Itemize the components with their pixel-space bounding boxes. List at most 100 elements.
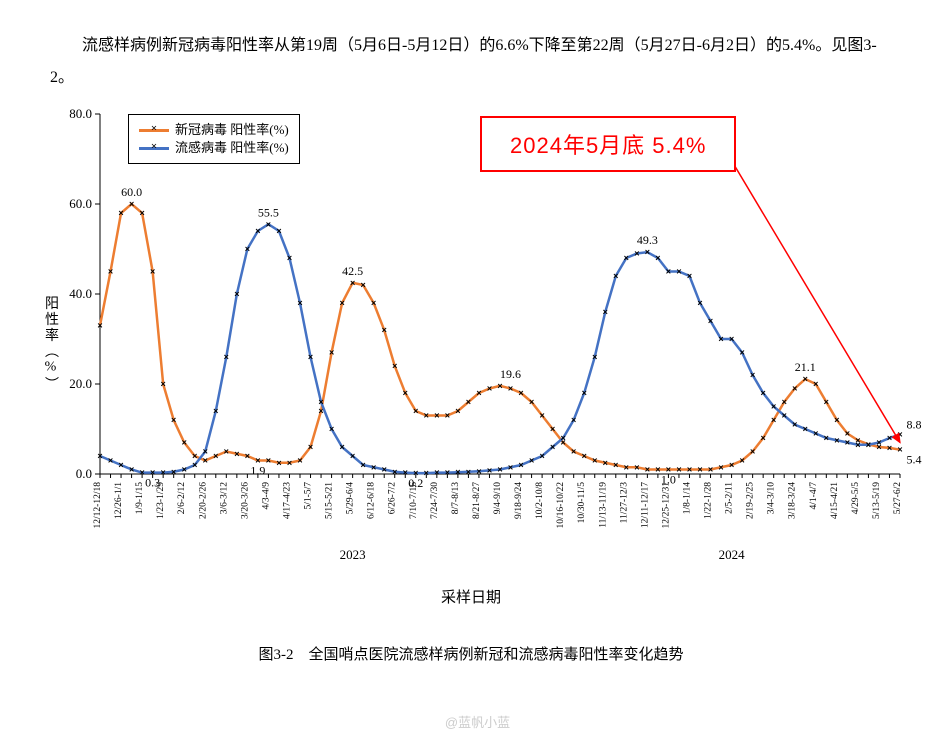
svg-text:×: ×: [161, 468, 166, 478]
svg-text:×: ×: [382, 465, 387, 475]
svg-text:×: ×: [350, 278, 355, 288]
figure-caption: 图3-2 全国哨点医院流感样病例新冠和流感病毒阳性率变化趋势: [0, 643, 942, 664]
svg-text:×: ×: [245, 244, 250, 254]
svg-text:×: ×: [476, 466, 481, 476]
svg-text:×: ×: [455, 406, 460, 416]
svg-text:×: ×: [782, 411, 787, 421]
annotation-callout: 2024年5月底 5.4%: [480, 116, 736, 172]
svg-text:2024: 2024: [719, 547, 746, 562]
svg-text:×: ×: [866, 440, 871, 450]
svg-text:2/5-2/11: 2/5-2/11: [725, 482, 735, 514]
svg-text:×: ×: [729, 460, 734, 470]
svg-text:1/8-1/14: 1/8-1/14: [682, 482, 692, 514]
svg-text:3/6-3/12: 3/6-3/12: [219, 482, 229, 514]
svg-text:×: ×: [624, 253, 629, 263]
svg-text:4/1-4/7: 4/1-4/7: [809, 482, 819, 510]
svg-text:×: ×: [897, 445, 902, 455]
svg-text:×: ×: [129, 465, 134, 475]
svg-text:×: ×: [855, 440, 860, 450]
svg-text:×: ×: [550, 424, 555, 434]
svg-text:4/15-4/21: 4/15-4/21: [830, 482, 840, 519]
svg-text:80.0: 80.0: [69, 106, 92, 121]
svg-text:1.0: 1.0: [661, 473, 676, 487]
svg-text:4/17-4/23: 4/17-4/23: [282, 482, 292, 519]
svg-text:8/7-8/13: 8/7-8/13: [451, 482, 461, 514]
svg-text:×: ×: [887, 433, 892, 443]
svg-text:0.2: 0.2: [408, 476, 423, 490]
svg-text:×: ×: [592, 352, 597, 362]
svg-text:12/25-12/31: 12/25-12/31: [661, 482, 671, 529]
svg-text:8/21-8/27: 8/21-8/27: [472, 482, 482, 519]
svg-text:11/27-12/3: 11/27-12/3: [619, 482, 629, 524]
svg-text:×: ×: [245, 451, 250, 461]
svg-text:8.8: 8.8: [907, 417, 922, 431]
svg-text:×: ×: [613, 460, 618, 470]
svg-text:×: ×: [213, 406, 218, 416]
svg-text:×: ×: [382, 325, 387, 335]
svg-text:60.0: 60.0: [69, 196, 92, 211]
svg-text:×: ×: [308, 352, 313, 362]
svg-text:×: ×: [529, 456, 534, 466]
svg-text:×: ×: [792, 420, 797, 430]
svg-text:×: ×: [497, 465, 502, 475]
svg-text:×: ×: [339, 442, 344, 452]
legend-item: 流感病毒 阳性率(%): [139, 139, 289, 157]
svg-text:×: ×: [445, 411, 450, 421]
watermark: @蓝帆小蓝: [445, 712, 510, 731]
svg-text:6/26-7/2: 6/26-7/2: [388, 482, 398, 514]
svg-text:×: ×: [97, 321, 102, 331]
svg-text:×: ×: [171, 467, 176, 477]
svg-text:×: ×: [403, 388, 408, 398]
svg-text:42.5: 42.5: [342, 264, 363, 278]
svg-text:×: ×: [118, 460, 123, 470]
svg-text:×: ×: [476, 388, 481, 398]
svg-text:12/12-12/18: 12/12-12/18: [93, 482, 103, 529]
svg-text:1/9-1/15: 1/9-1/15: [135, 482, 145, 514]
svg-text:5/27-6/2: 5/27-6/2: [893, 482, 903, 514]
svg-text:×: ×: [413, 406, 418, 416]
svg-text:×: ×: [666, 267, 671, 277]
svg-text:×: ×: [403, 468, 408, 478]
svg-text:×: ×: [203, 447, 208, 457]
svg-text:×: ×: [276, 226, 281, 236]
svg-text:×: ×: [792, 384, 797, 394]
svg-text:×: ×: [434, 468, 439, 478]
svg-text:×: ×: [308, 442, 313, 452]
svg-text:×: ×: [361, 280, 366, 290]
svg-text:×: ×: [824, 397, 829, 407]
svg-text:×: ×: [161, 379, 166, 389]
legend: 新冠病毒 阳性率(%)流感病毒 阳性率(%): [128, 114, 300, 164]
legend-item: 新冠病毒 阳性率(%): [139, 121, 289, 139]
svg-text:×: ×: [634, 249, 639, 259]
svg-text:×: ×: [392, 361, 397, 371]
svg-text:10/30-11/5: 10/30-11/5: [577, 482, 587, 524]
svg-text:1.9: 1.9: [250, 464, 265, 478]
svg-text:×: ×: [234, 289, 239, 299]
svg-text:×: ×: [750, 370, 755, 380]
svg-text:×: ×: [139, 468, 144, 478]
svg-text:×: ×: [687, 271, 692, 281]
svg-text:×: ×: [539, 411, 544, 421]
svg-text:5/13-5/19: 5/13-5/19: [872, 482, 882, 519]
svg-text:×: ×: [318, 397, 323, 407]
svg-text:×: ×: [192, 460, 197, 470]
svg-text:49.3: 49.3: [637, 233, 658, 247]
svg-text:×: ×: [350, 451, 355, 461]
svg-text:55.5: 55.5: [258, 205, 279, 219]
svg-text:×: ×: [518, 460, 523, 470]
svg-text:×: ×: [845, 438, 850, 448]
svg-text:×: ×: [739, 456, 744, 466]
svg-text:×: ×: [266, 456, 271, 466]
svg-text:×: ×: [876, 438, 881, 448]
svg-text:×: ×: [592, 456, 597, 466]
svg-text:×: ×: [729, 334, 734, 344]
svg-text:9/18-9/24: 9/18-9/24: [514, 482, 524, 519]
svg-text:×: ×: [697, 298, 702, 308]
svg-text:6/12-6/18: 6/12-6/18: [367, 482, 377, 519]
svg-text:×: ×: [539, 451, 544, 461]
svg-text:5.4: 5.4: [907, 453, 922, 467]
svg-text:×: ×: [255, 226, 260, 236]
svg-text:×: ×: [276, 458, 281, 468]
svg-text:2/20-2/26: 2/20-2/26: [198, 482, 208, 519]
svg-text:×: ×: [224, 447, 229, 457]
